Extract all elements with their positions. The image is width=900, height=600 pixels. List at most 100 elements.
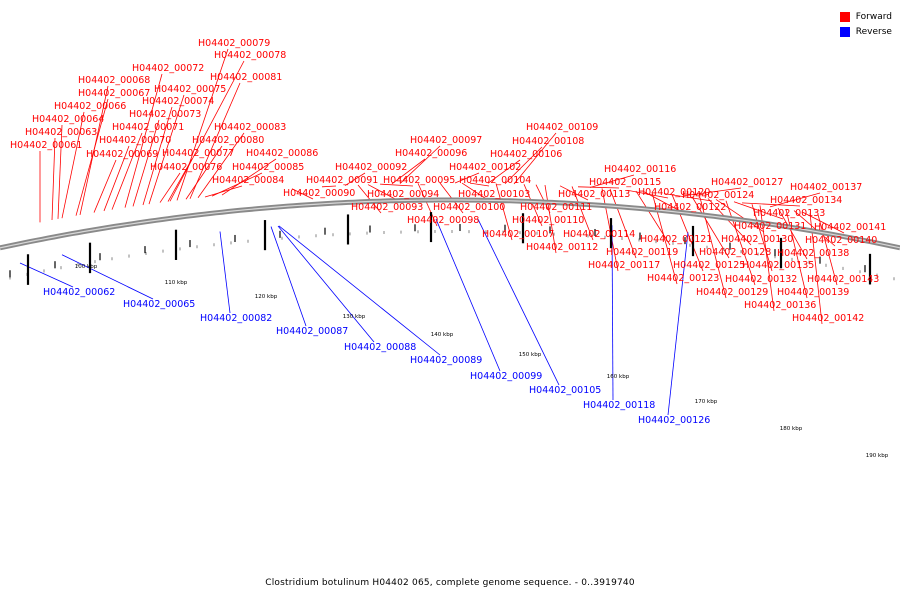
forward-leader-line <box>142 106 173 206</box>
reverse-gene-label: H04402_00118 <box>583 400 655 411</box>
forward-gene-label: H04402_00127 <box>711 177 783 188</box>
forward-leader-line <box>504 146 543 184</box>
forward-gene-label: H04402_00090 <box>283 188 355 199</box>
reverse-leader-line <box>477 219 560 386</box>
forward-leader-line <box>523 184 543 227</box>
tick-label: 150 kbp <box>519 352 542 358</box>
forward-leader-line <box>751 204 773 272</box>
reverse-gene-label: H04402_00082 <box>200 313 272 324</box>
forward-gene-label: H04402_00129 <box>696 287 768 298</box>
forward-gene-label: H04402_00071 <box>112 122 184 133</box>
forward-gene-label: H04402_00132 <box>725 274 797 285</box>
forward-leader-line <box>793 210 836 247</box>
forward-gene-labels: H04402_00061 H04402_00063 H04402_00064 H044… <box>10 38 886 324</box>
forward-gene-label: H04402_00111 <box>520 202 592 213</box>
forward-gene-label: H04402_00085 <box>232 162 304 173</box>
forward-gene-label: H04402_00091 <box>306 175 378 186</box>
forward-gene-label: H04402_00096 <box>395 148 467 159</box>
forward-gene-label: H04402_00128 <box>699 247 771 258</box>
forward-leader-line <box>204 185 243 198</box>
forward-swatch <box>839 11 850 22</box>
forward-leader-line <box>513 132 557 185</box>
forward-leader-line <box>495 183 513 241</box>
forward-gene-label: H04402_00106 <box>490 149 562 160</box>
forward-gene-label: H04402_00130 <box>721 234 793 245</box>
tick-label: 180 kbp <box>780 426 803 432</box>
forward-leader-line <box>185 145 223 200</box>
forward-gene-label: H04402_00084 <box>212 175 284 186</box>
forward-leader-line <box>189 82 241 199</box>
reverse-leader-lines <box>19 218 689 416</box>
forward-leader-line <box>691 196 730 259</box>
forward-gene-label: H04402_00080 <box>192 135 264 146</box>
forward-leader-line <box>197 132 245 199</box>
reverse-gene-label: H04402_00062 <box>43 287 115 298</box>
reverse-leader-line <box>278 225 441 356</box>
forward-gene-label: H04402_00083 <box>214 122 286 133</box>
scale-ticks <box>9 212 895 285</box>
forward-gene-label: H04402_00097 <box>410 135 482 146</box>
forward-gene-label: H04402_00143 <box>807 274 879 285</box>
tick-label: 160 kbp <box>607 374 630 380</box>
tick-label: 120 kbp <box>255 294 278 300</box>
forward-gene-label: H04402_00115 <box>589 177 661 188</box>
forward-gene-label: H04402_00104 <box>459 175 531 186</box>
forward-gene-label: H04402_00138 <box>777 248 849 259</box>
forward-leader-line <box>132 119 160 207</box>
forward-gene-label: H04402_00103 <box>458 189 530 200</box>
forward-gene-label: H04402_00119 <box>606 247 678 258</box>
forward-gene-label: H04402_00081 <box>210 72 282 83</box>
forward-leader-line <box>124 73 163 208</box>
forward-leader-line <box>544 185 557 254</box>
forward-gene-label: H04402_00125 <box>673 260 745 271</box>
forward-leader-line <box>715 199 765 233</box>
forward-leader-line <box>635 190 671 246</box>
forward-leader-line <box>79 85 109 216</box>
reverse-leader-line <box>270 226 307 327</box>
forward-leader-line <box>176 48 229 201</box>
forward-gene-label: H04402_00064 <box>32 114 104 125</box>
forward-leader-line <box>169 60 245 202</box>
forward-leader-line <box>741 202 801 207</box>
forward-gene-label: H04402_00074 <box>142 96 214 107</box>
forward-gene-label: H04402_00066 <box>54 101 126 112</box>
reverse-leader-line <box>61 254 154 300</box>
forward-leader-line <box>321 185 337 188</box>
forward-gene-label: H04402_00117 <box>588 260 660 271</box>
reverse-gene-label: H04402_00088 <box>344 342 416 353</box>
reverse-leader-line <box>611 225 614 401</box>
forward-gene-label: H04402_00092 <box>335 162 407 173</box>
forward-gene-label: H04402_00095 <box>383 175 455 186</box>
forward-leader-line <box>103 145 130 212</box>
tick-label: 170 kbp <box>695 399 718 405</box>
reverse-leader-line <box>667 232 689 416</box>
reverse-gene-label: H04402_00089 <box>410 355 482 366</box>
forward-gene-label: H04402_00086 <box>246 148 318 159</box>
forward-leader-line <box>93 159 117 213</box>
forward-gene-label: H04402_00120 <box>638 187 710 198</box>
reverse-gene-label: H04402_00105 <box>529 385 601 396</box>
forward-leader-line <box>75 98 109 216</box>
forward-gene-label: H04402_00075 <box>154 84 226 95</box>
forward-gene-label: H04402_00136 <box>744 300 816 311</box>
forward-gene-label: H04402_00093 <box>351 202 423 213</box>
forward-gene-label: H04402_00110 <box>512 215 584 226</box>
forward-gene-label: H04402_00133 <box>753 208 825 219</box>
forward-leader-line <box>111 132 143 210</box>
forward-gene-label: H04402_00142 <box>792 313 864 324</box>
forward-gene-label: H04402_00139 <box>777 287 849 298</box>
forward-leader-line <box>417 183 438 227</box>
forward-leader-line <box>733 201 784 220</box>
genome-backbone-highlight <box>0 199 900 249</box>
forward-leader-line <box>61 111 85 219</box>
forward-leader-line <box>707 198 752 246</box>
forward-gene-label: H04402_00061 <box>10 140 82 151</box>
forward-leader-line <box>391 158 426 185</box>
reverse-leader-line <box>435 218 501 372</box>
forward-gene-label: H04402_00073 <box>129 109 201 120</box>
forward-gene-label: H04402_00141 <box>814 222 886 233</box>
forward-gene-label: H04402_00124 <box>682 190 754 201</box>
forward-leader-line <box>469 182 490 187</box>
forward-leader-line <box>683 187 742 197</box>
